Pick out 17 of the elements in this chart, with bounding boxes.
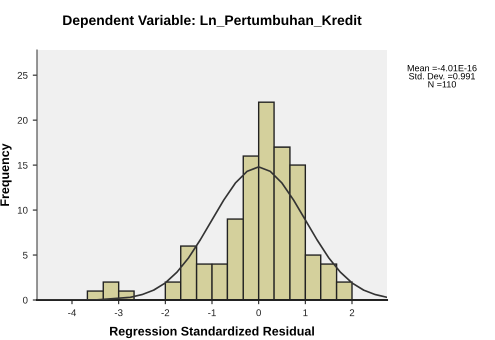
x-tick-label: -2 [161,309,170,316]
y-tick-label: 5 [22,252,28,259]
y-tick-label: 25 [18,72,28,79]
chart-title: Dependent Variable: Ln_Pertumbuhan_Kredit [63,14,362,28]
x-tick-label: -4 [68,309,76,316]
y-tick-label: 10 [18,206,28,214]
x-tick-label: -1 [208,309,216,316]
y-tick-label: 0 [22,296,28,304]
x-axis-title: Regression Standardized Residual [110,326,314,338]
x-tick-label: 2 [350,309,354,316]
x-tick-label: 1 [303,309,308,316]
x-tick-label: -3 [114,309,123,316]
text: Mean =-4.01E-16 Std. Dev. =0.991 N =110 [408,64,477,88]
y-tick-label: 20 [18,116,28,124]
y-axis-title: Frequency [0,143,12,206]
y-tick-label: 15 [18,162,28,169]
x-tick-label: 0 [256,309,261,316]
